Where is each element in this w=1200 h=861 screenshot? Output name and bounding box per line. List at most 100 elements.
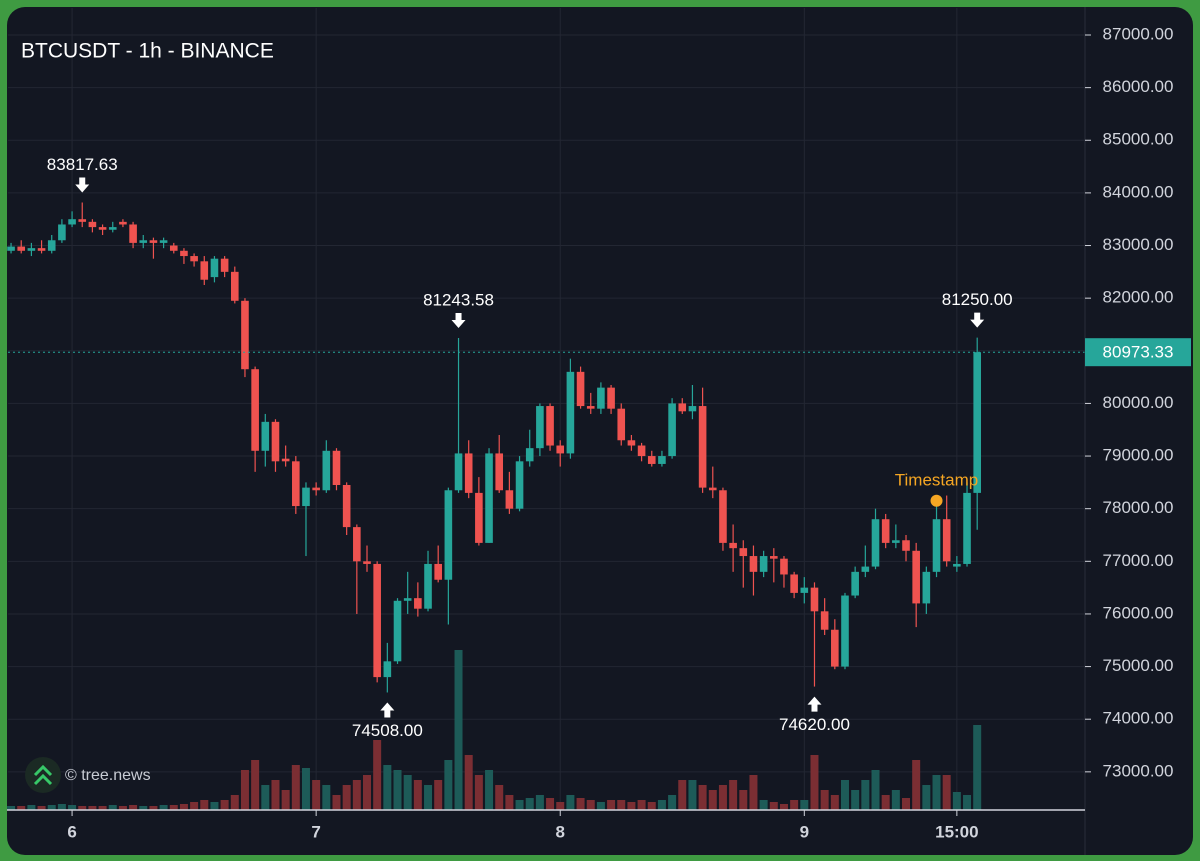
logo-icon — [33, 764, 53, 786]
candle-body — [576, 371, 585, 407]
panel — [7, 7, 1193, 855]
chart-title: BTCUSDT - 1h - BINANCE — [21, 40, 274, 63]
volume-bar — [322, 785, 331, 810]
x-tick-label: 9 — [800, 822, 809, 841]
candle-body — [200, 261, 209, 280]
candle-body — [485, 453, 493, 543]
candle-body — [912, 550, 920, 604]
volume-bar — [301, 768, 310, 810]
candle-body — [119, 221, 127, 225]
candle-body — [861, 566, 870, 572]
volume-bar — [851, 790, 860, 810]
volume-bar — [637, 800, 646, 810]
volume-bar — [820, 790, 829, 810]
candle-body — [373, 563, 381, 678]
y-tick-label: 85000.00 — [1103, 130, 1174, 149]
volume-bar — [861, 780, 870, 810]
candle-body — [841, 595, 849, 667]
extreme-arrow — [75, 177, 90, 193]
volume-bar — [332, 795, 341, 810]
candle-body — [739, 548, 748, 557]
candle-body — [27, 248, 36, 251]
candle-body — [47, 240, 56, 251]
candle-body — [403, 598, 412, 601]
volume-bar — [78, 806, 87, 810]
candle-body — [597, 387, 605, 409]
candle-body — [892, 540, 900, 543]
volume-bar — [261, 785, 270, 810]
y-tick-label: 74000.00 — [1103, 709, 1174, 728]
y-tick-label: 77000.00 — [1103, 551, 1174, 570]
extreme-label: 81250.00 — [942, 290, 1013, 309]
volume-bar — [485, 770, 494, 810]
volume-bar — [37, 806, 46, 810]
candle-body — [810, 587, 819, 612]
y-tick-label: 76000.00 — [1103, 603, 1174, 622]
volume-bar — [17, 806, 26, 810]
candle-body — [800, 587, 809, 593]
extreme-arrow — [970, 312, 985, 328]
candle-body — [536, 406, 544, 449]
volume-bar — [149, 806, 158, 810]
candle-body — [271, 421, 280, 462]
volume-bar — [118, 806, 127, 810]
candle-body — [769, 556, 778, 559]
volume-layer — [7, 650, 982, 810]
extreme-arrow — [451, 312, 466, 328]
volume-bar — [271, 780, 280, 810]
volume-bar — [108, 805, 117, 810]
candle-body — [434, 563, 442, 580]
volume-bar — [871, 770, 880, 810]
candle-body — [444, 490, 453, 580]
candle-body — [749, 556, 758, 572]
candle-body — [108, 227, 117, 230]
volume-bar — [27, 805, 36, 810]
volume-bar — [444, 760, 453, 810]
candle-body — [831, 629, 839, 667]
candle-body — [332, 450, 341, 485]
extreme-label: 74508.00 — [352, 721, 423, 740]
volume-bar — [312, 780, 321, 810]
volume-bar — [810, 755, 819, 810]
volume-bar — [159, 805, 168, 810]
volume-bar — [240, 770, 249, 810]
extreme-label: 74620.00 — [779, 715, 850, 734]
candle-body — [292, 461, 300, 507]
volume-bar — [291, 765, 300, 810]
volume-bar — [952, 792, 961, 810]
volume-bar — [678, 780, 687, 810]
volume-bar — [169, 805, 178, 810]
candle-body — [790, 574, 798, 593]
volume-bar — [617, 800, 626, 810]
candle-body — [647, 456, 656, 464]
candle-body — [414, 598, 422, 609]
volume-bar — [190, 802, 199, 810]
candle-body — [881, 519, 890, 543]
volume-bar — [596, 802, 605, 810]
candle-body — [637, 445, 646, 457]
volume-bar — [759, 800, 768, 810]
candle-body — [78, 219, 87, 222]
volume-bar — [932, 775, 941, 810]
candle-body — [159, 240, 168, 243]
volume-bar — [769, 802, 778, 810]
candle-body — [58, 224, 66, 241]
y-tick-label: 80000.00 — [1103, 393, 1174, 412]
candle-body — [454, 453, 463, 491]
candle-body — [546, 406, 554, 446]
volume-bar — [840, 780, 849, 810]
volume-bar — [830, 795, 839, 810]
volume-bar — [7, 806, 16, 810]
candle-body — [424, 563, 432, 609]
candle-body — [281, 458, 290, 462]
y-tick-label: 84000.00 — [1103, 182, 1174, 201]
volume-bar — [556, 802, 565, 810]
candle-body — [363, 561, 371, 564]
volume-bar — [566, 795, 575, 810]
volume-bar — [434, 780, 443, 810]
volume-bar — [474, 775, 483, 810]
candle-body — [139, 240, 148, 243]
volume-bar — [98, 806, 107, 810]
candle-body — [902, 540, 910, 551]
volume-bar — [373, 740, 382, 810]
